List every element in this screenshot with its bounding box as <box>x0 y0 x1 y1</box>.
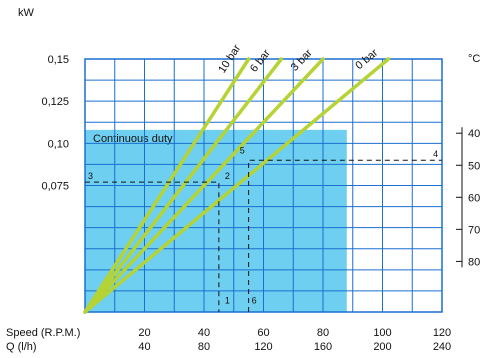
temperature-tick-label: 50 <box>468 160 480 172</box>
flow-tick-label: 80 <box>198 341 210 353</box>
continuous-duty-region <box>85 129 347 312</box>
point-marker-label: 2 <box>225 171 230 181</box>
point-marker-label: 1 <box>225 296 230 306</box>
point-marker-label: 6 <box>252 296 257 306</box>
speed-tick-label: 120 <box>433 327 451 339</box>
pressure-line-label: 6 bar <box>248 47 273 74</box>
point-marker-label: 5 <box>240 145 245 155</box>
temperature-tick-label: 40 <box>468 128 480 140</box>
flow-tick-label: 120 <box>254 341 272 353</box>
tick-labels: 0,15 0,125 0,10 0,075 20 40 60 80 100 120 40 80 120 1… <box>41 54 451 353</box>
pressure-line <box>83 57 391 314</box>
flow-axis-title: Q (l/h) <box>6 341 37 353</box>
y-tick-label: 0,10 <box>48 138 69 150</box>
point-marker-label: 3 <box>88 171 93 181</box>
continuous-duty-area: Continuous duty <box>85 129 347 312</box>
temperature-tick-label: 60 <box>468 192 480 204</box>
marker-labels: 1 2 3 4 5 6 <box>88 145 438 305</box>
flow-tick-label: 160 <box>314 341 332 353</box>
point-marker-label: 4 <box>433 149 438 159</box>
flow-tick-label: 240 <box>433 341 451 353</box>
plot-frame <box>84 58 443 313</box>
pressure-line <box>83 57 325 314</box>
speed-tick-label: 60 <box>257 327 269 339</box>
flow-tick-label: 200 <box>373 341 391 353</box>
speed-tick-label: 100 <box>373 327 391 339</box>
reference-dashed-line <box>248 159 442 312</box>
speed-axis-title: Speed (R.P.M.) <box>6 327 80 339</box>
continuous-duty-label: Continuous duty <box>93 133 173 145</box>
y-tick-label: 0,15 <box>48 54 69 66</box>
pressure-line <box>83 57 284 314</box>
axes: kW °C Speed (R.P.M.) Q (l/h) <box>6 7 480 353</box>
speed-tick-label: 80 <box>317 327 329 339</box>
temperature-tick-label: 70 <box>468 224 480 236</box>
reference-dashed-line <box>85 181 220 312</box>
speed-tick-label: 40 <box>198 327 210 339</box>
speed-tick-label: 20 <box>138 327 150 339</box>
temperature-tick-label: 80 <box>468 256 480 268</box>
reference-lines <box>85 159 442 312</box>
temperature-axis: 40 50 60 70 80 <box>456 127 480 268</box>
temperature-unit-label: °C <box>468 53 480 65</box>
pressure-line <box>83 57 251 314</box>
y-unit-label: kW <box>18 7 35 19</box>
y-tick-label: 0,075 <box>41 181 69 193</box>
flow-tick-label: 40 <box>138 341 150 353</box>
y-tick-label: 0,125 <box>41 96 69 108</box>
